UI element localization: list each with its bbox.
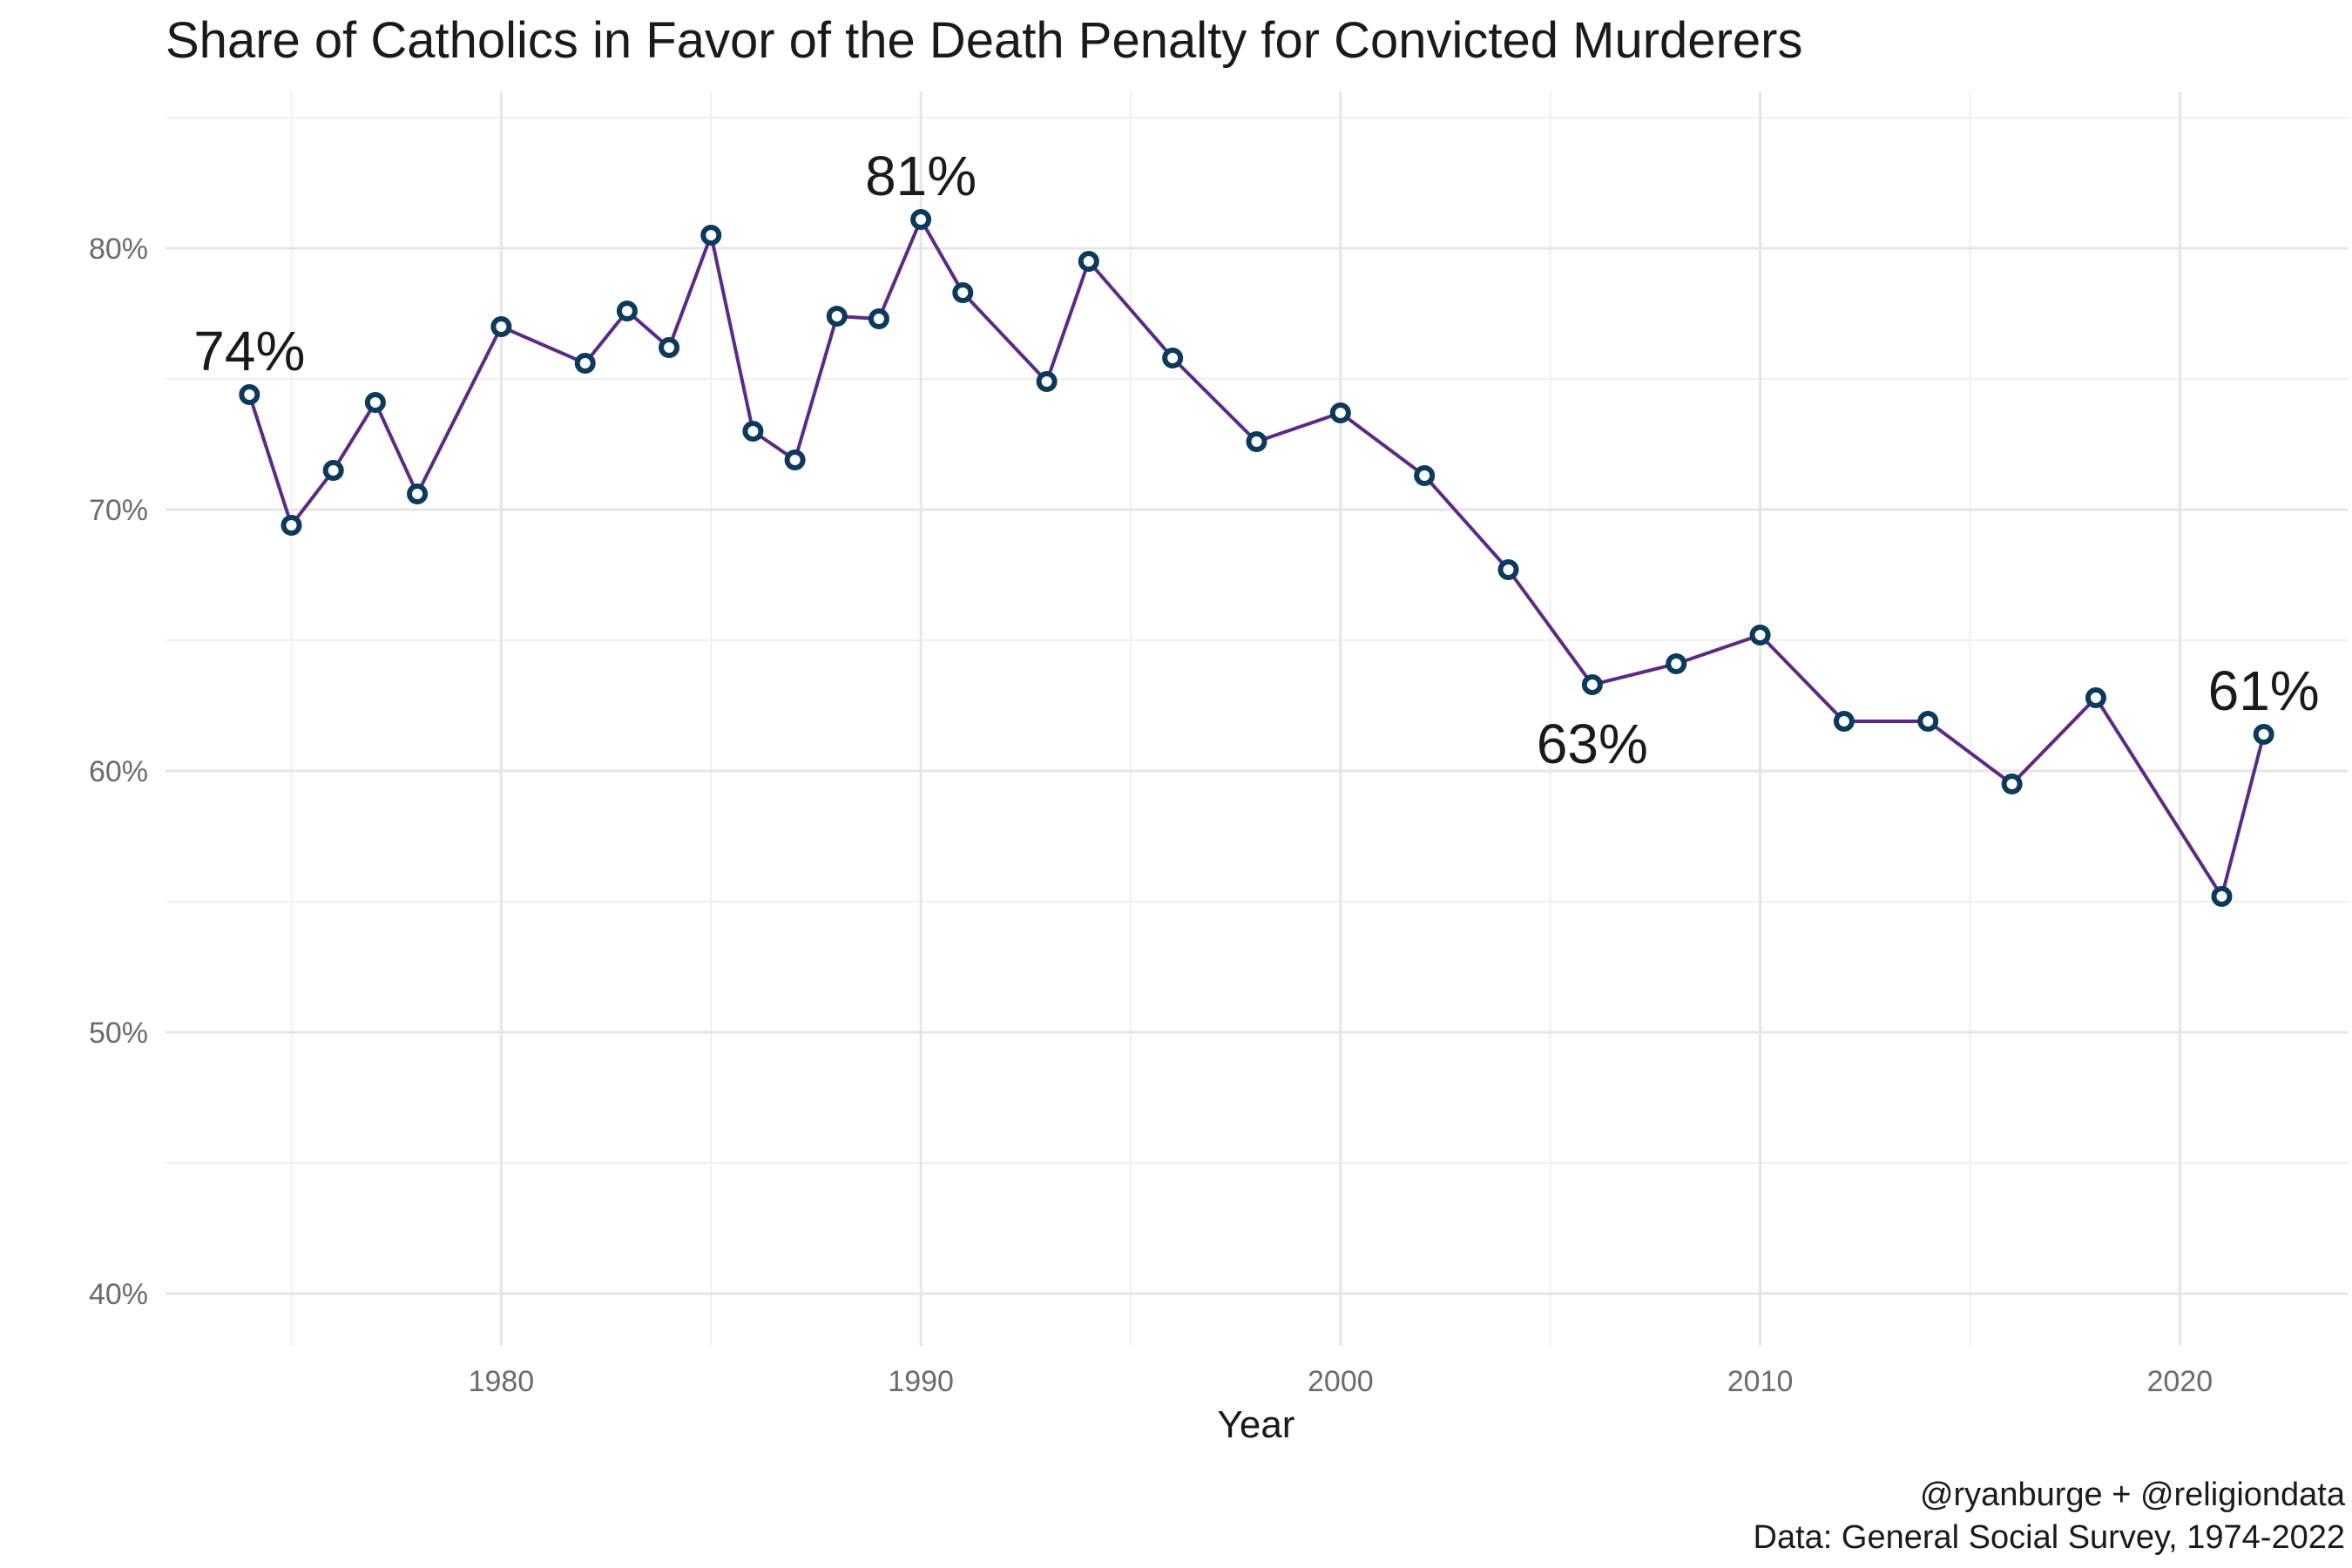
- data-label: 61%: [2208, 659, 2320, 722]
- data-point: [1666, 653, 1687, 674]
- data-point: [1917, 711, 1939, 732]
- x-tick-label: 2000: [1308, 1365, 1374, 1398]
- data-point: [2085, 687, 2106, 708]
- data-point: [490, 316, 512, 337]
- data-label: 74%: [193, 320, 305, 382]
- data-point: [364, 392, 386, 413]
- data-point: [1833, 711, 1855, 732]
- data-point: [868, 308, 889, 329]
- series-line: [247, 215, 2266, 901]
- data-point: [1414, 465, 1436, 486]
- data-point: [659, 337, 680, 358]
- caption-source: Data: General Social Survey, 1974-2022: [1754, 1519, 2345, 1556]
- data-point: [952, 282, 974, 303]
- y-tick-label: 50%: [89, 1017, 148, 1050]
- data-point: [2253, 724, 2274, 745]
- data-points: [239, 209, 2274, 907]
- data-point: [910, 209, 932, 230]
- x-tick-label: 2010: [1727, 1365, 1794, 1398]
- data-point: [616, 301, 638, 321]
- data-point: [1246, 431, 1267, 452]
- x-tick-label: 1990: [888, 1365, 954, 1398]
- x-tick-label: 1980: [469, 1365, 535, 1398]
- data-point: [1036, 371, 1058, 392]
- data-point: [574, 353, 596, 374]
- y-tick-label: 70%: [89, 494, 148, 527]
- major-gridlines: [166, 91, 2348, 1346]
- x-axis-tick-labels: 1980 1990 2000 2010 2020: [469, 1365, 2213, 1398]
- data-label: 63%: [1537, 713, 1648, 775]
- data-point: [742, 421, 764, 442]
- minor-gridlines: [166, 91, 2348, 1346]
- data-point: [700, 225, 722, 246]
- data-point: [1162, 348, 1184, 368]
- data-point: [1749, 625, 1771, 645]
- x-tick-label: 2020: [2146, 1365, 2213, 1398]
- data-point: [2211, 886, 2233, 907]
- data-point: [1078, 251, 1099, 272]
- data-point: [784, 449, 806, 470]
- data-point: [322, 460, 344, 481]
- data-point: [239, 384, 260, 405]
- data-point: [2001, 774, 2023, 794]
- data-label: 81%: [865, 145, 977, 207]
- data-point: [826, 306, 848, 327]
- y-tick-label: 60%: [89, 755, 148, 788]
- chart-title: Share of Catholics in Favor of the Death…: [166, 12, 1802, 69]
- data-point: [1329, 402, 1351, 423]
- data-point: [1497, 559, 1519, 580]
- data-point: [280, 515, 302, 536]
- y-axis-tick-labels: 40% 50% 60% 70% 80%: [89, 233, 148, 1311]
- data-point: [407, 483, 429, 504]
- caption-credit: @ryanburge + @religiondata: [1920, 1477, 2346, 1513]
- data-point: [1581, 674, 1603, 695]
- y-tick-label: 80%: [89, 233, 148, 266]
- x-axis-title: Year: [1218, 1403, 1295, 1446]
- annotations: 74% 81% 63% 61%: [193, 145, 2319, 775]
- y-tick-label: 40%: [89, 1278, 148, 1311]
